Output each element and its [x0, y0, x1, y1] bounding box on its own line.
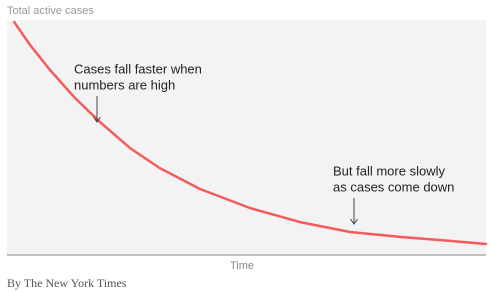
line [12, 20, 488, 246]
credit: By The New York Times [7, 276, 127, 290]
annotation-arrowhead [350, 218, 358, 225]
chart-title: Total active cases [7, 5, 94, 17]
annotation: But fall more slowly [333, 163, 445, 178]
annotation-arrowhead [93, 116, 101, 123]
annotation: as cases come down [333, 179, 454, 194]
annotation: Cases fall faster when [74, 61, 202, 76]
plot-background [7, 20, 486, 255]
x-axis-label: Time [230, 260, 254, 272]
annotation: numbers are high [74, 77, 175, 92]
